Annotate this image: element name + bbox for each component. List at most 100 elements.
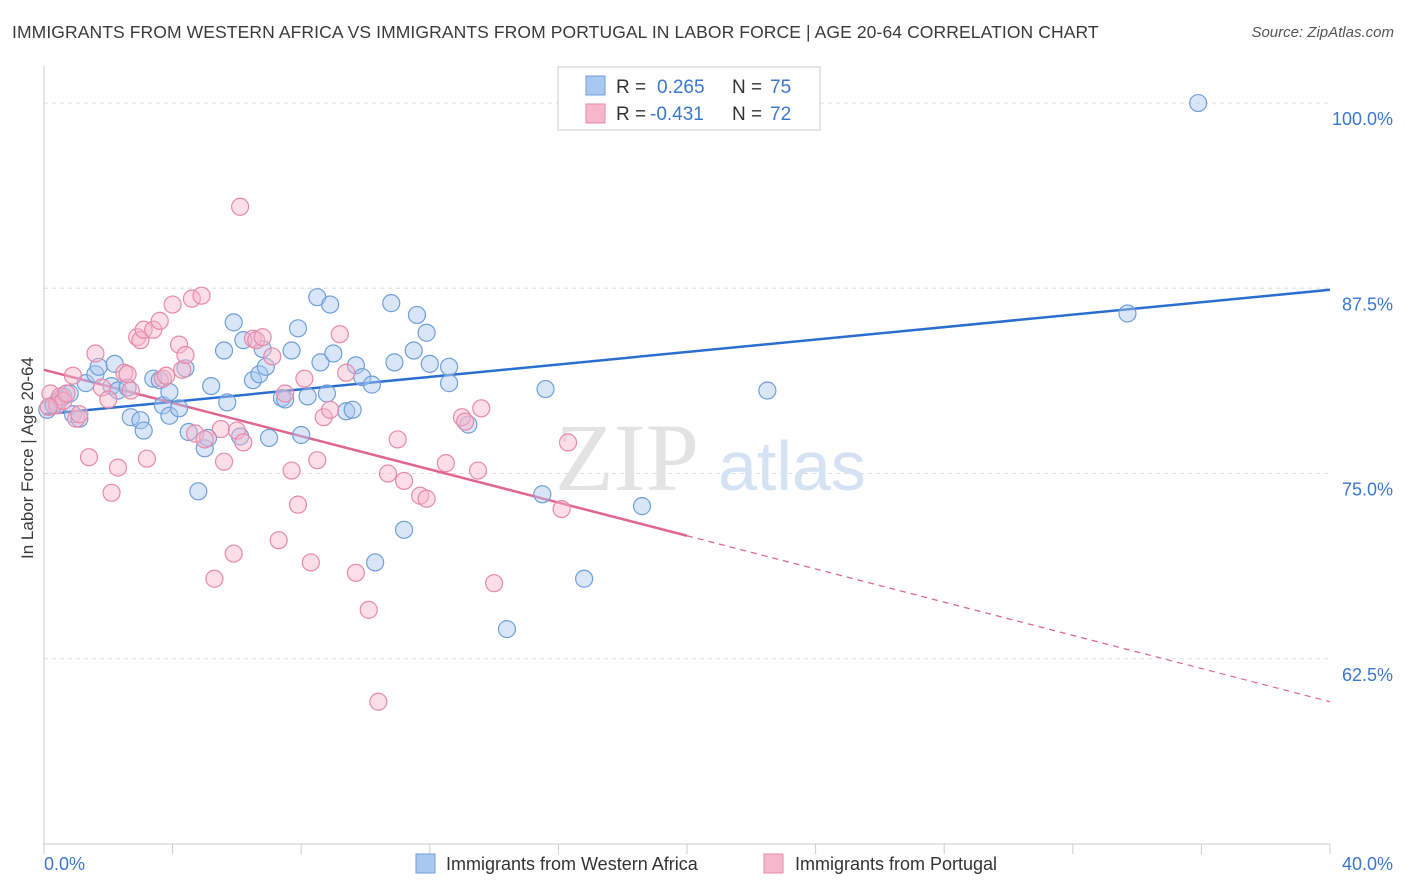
portugal-point-65 xyxy=(456,412,475,431)
western-africa-point-34 xyxy=(234,331,253,350)
western-africa-point-53 xyxy=(346,356,365,375)
western-africa-point-74 xyxy=(1189,93,1208,113)
trend-line-portugal xyxy=(43,368,688,537)
portugal-point-57 xyxy=(369,692,388,711)
portugal-point-55 xyxy=(346,563,365,582)
western-africa-point-58 xyxy=(385,353,404,372)
portugal-point-25 xyxy=(163,295,182,314)
western-africa-point-32 xyxy=(224,313,243,332)
portugal-point-5 xyxy=(63,366,83,385)
western-africa-point-39 xyxy=(259,428,279,448)
western-africa-point-38 xyxy=(256,357,275,376)
watermark-atlas: atlas xyxy=(718,427,866,505)
western-africa-point-67 xyxy=(497,620,517,639)
portugal-point-68 xyxy=(485,574,504,593)
portugal-point-21 xyxy=(144,320,163,339)
x-tick-labels: 0.0% 40.0% xyxy=(44,854,1393,874)
portugal-point-4 xyxy=(57,384,76,403)
portugal-point-24 xyxy=(157,366,176,385)
western-africa-point-69 xyxy=(536,379,555,399)
legend-r-label-blue: R = xyxy=(616,77,646,98)
western-africa-point-31 xyxy=(218,393,237,412)
western-africa-point-72 xyxy=(758,381,777,400)
portugal-point-47 xyxy=(288,495,308,514)
portugal-point-71 xyxy=(39,397,58,416)
portugal-point-59 xyxy=(388,430,407,449)
western-africa-point-29 xyxy=(202,376,221,396)
portugal-point-60 xyxy=(394,471,414,491)
series-legend: Immigrants from Western Africa Immigrant… xyxy=(415,853,997,874)
portugal-point-58 xyxy=(378,464,398,483)
portugal-point-44 xyxy=(269,531,288,550)
western-africa-point-17 xyxy=(134,421,153,440)
legend-n-value-pink: 72 xyxy=(770,104,791,125)
y-axis-label: In Labor Force | Age 20-64 xyxy=(18,357,37,559)
portugal-point-43 xyxy=(263,347,282,366)
portugal-point-13 xyxy=(108,458,128,477)
western-africa-point-60 xyxy=(404,341,423,360)
portugal-point-63 xyxy=(436,454,455,473)
portugal-point-35 xyxy=(214,452,234,471)
portugal-point-46 xyxy=(282,461,301,480)
portugal-point-70 xyxy=(558,433,578,452)
portugal-point-8 xyxy=(79,448,99,467)
western-africa-point-65 xyxy=(439,374,459,393)
portugal-point-10 xyxy=(92,378,111,397)
western-africa-point-45 xyxy=(298,387,317,406)
portugal-point-27 xyxy=(173,360,192,379)
portugal-point-28 xyxy=(176,345,195,365)
western-africa-point-23 xyxy=(169,399,189,418)
western-africa-point-49 xyxy=(321,295,340,314)
legend-r-value-blue: 0.265 xyxy=(657,77,705,98)
portugal-point-67 xyxy=(472,399,491,418)
western-africa-point-52 xyxy=(343,400,362,419)
western-africa-point-62 xyxy=(417,323,436,342)
portugal-point-33 xyxy=(205,569,224,588)
bottom-legend-label-pink: Immigrants from Portugal xyxy=(795,854,997,874)
axes xyxy=(43,66,1331,854)
portugal-point-51 xyxy=(314,408,333,427)
western-africa-point-47 xyxy=(311,353,330,372)
source-credit: Source: ZipAtlas.com xyxy=(1251,24,1394,41)
western-africa-point-41 xyxy=(276,390,295,409)
trend-line-portugal-extrapolated xyxy=(686,535,1331,703)
portugal-point-62 xyxy=(417,489,436,508)
portugal-point-7 xyxy=(70,405,89,424)
portugal-point-31 xyxy=(192,286,211,305)
series-portugal xyxy=(39,197,578,711)
portugal-point-49 xyxy=(301,553,320,572)
y-tick-label-2: 87.5% xyxy=(1342,294,1393,314)
western-africa-point-63 xyxy=(420,354,439,373)
western-africa-point-73 xyxy=(1118,304,1137,323)
portugal-point-23 xyxy=(153,369,173,388)
portugal-point-37 xyxy=(227,421,246,440)
western-africa-point-16 xyxy=(131,411,150,430)
western-africa-point-50 xyxy=(324,344,343,363)
portugal-point-11 xyxy=(99,390,118,409)
portugal-point-48 xyxy=(295,369,314,388)
portugal-point-34 xyxy=(211,419,230,439)
western-africa-point-57 xyxy=(382,294,401,313)
western-africa-point-66 xyxy=(459,415,478,434)
portugal-point-52 xyxy=(321,400,340,419)
western-africa-point-44 xyxy=(292,425,311,445)
legend-n-value-blue: 75 xyxy=(770,77,791,98)
legend-n-label-pink: N = xyxy=(732,104,762,125)
portugal-point-12 xyxy=(102,483,121,502)
series-western-africa xyxy=(38,93,1208,639)
legend-r-value-pink: -0.431 xyxy=(650,104,704,125)
portugal-point-17 xyxy=(128,328,147,347)
y-tick-label-1: 75.0% xyxy=(1342,480,1393,500)
portugal-point-19 xyxy=(134,320,153,339)
trend-lines xyxy=(43,288,1331,703)
portugal-point-38 xyxy=(231,197,250,216)
bottom-legend-label-blue: Immigrants from Western Africa xyxy=(446,854,699,874)
portugal-point-69 xyxy=(552,499,571,519)
legend-n-label-blue: N = xyxy=(732,77,762,98)
portugal-point-39 xyxy=(234,433,253,452)
portugal-point-30 xyxy=(186,424,205,443)
portugal-point-56 xyxy=(359,600,378,619)
western-africa-point-14 xyxy=(118,378,137,397)
watermark: ZIP atlas xyxy=(555,404,866,511)
